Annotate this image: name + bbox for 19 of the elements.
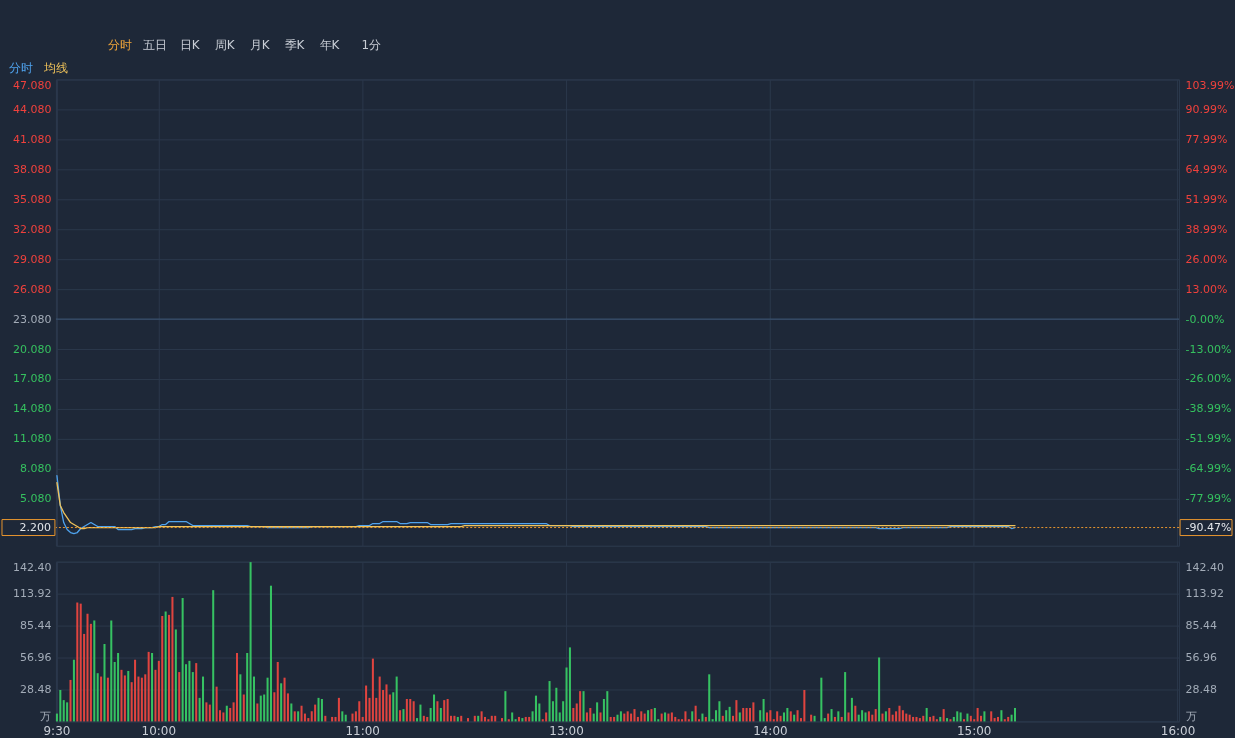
y-tick-label: 142.40 (13, 561, 52, 575)
y-tick-label: 万 (40, 709, 52, 723)
x-tick-label: 9:30 (43, 723, 71, 738)
x-tick-label: 13:00 (549, 723, 584, 738)
x-tick-label: 10:00 (141, 723, 177, 738)
y-tick-label: 85.44 (20, 619, 52, 633)
x-tick-label: 14:00 (753, 723, 788, 738)
y2-tick-label: 56.96 (1185, 651, 1217, 665)
y2-tick-label: 113.92 (1185, 587, 1224, 601)
y-tick-label: 28.48 (20, 682, 52, 696)
y2-tick-label: 万 (1185, 709, 1197, 723)
y-tick-label: 56.96 (20, 651, 52, 665)
y-tick-label: 113.92 (13, 587, 52, 601)
x-tick-label: 11:00 (345, 723, 380, 738)
x-tick-label: 16:00 (1160, 723, 1196, 738)
y2-tick-label: 28.48 (1185, 682, 1217, 696)
x-tick-label: 15:00 (956, 723, 992, 738)
y2-tick-label: 85.44 (1185, 619, 1217, 633)
y2-tick-label: 142.40 (1185, 561, 1224, 575)
